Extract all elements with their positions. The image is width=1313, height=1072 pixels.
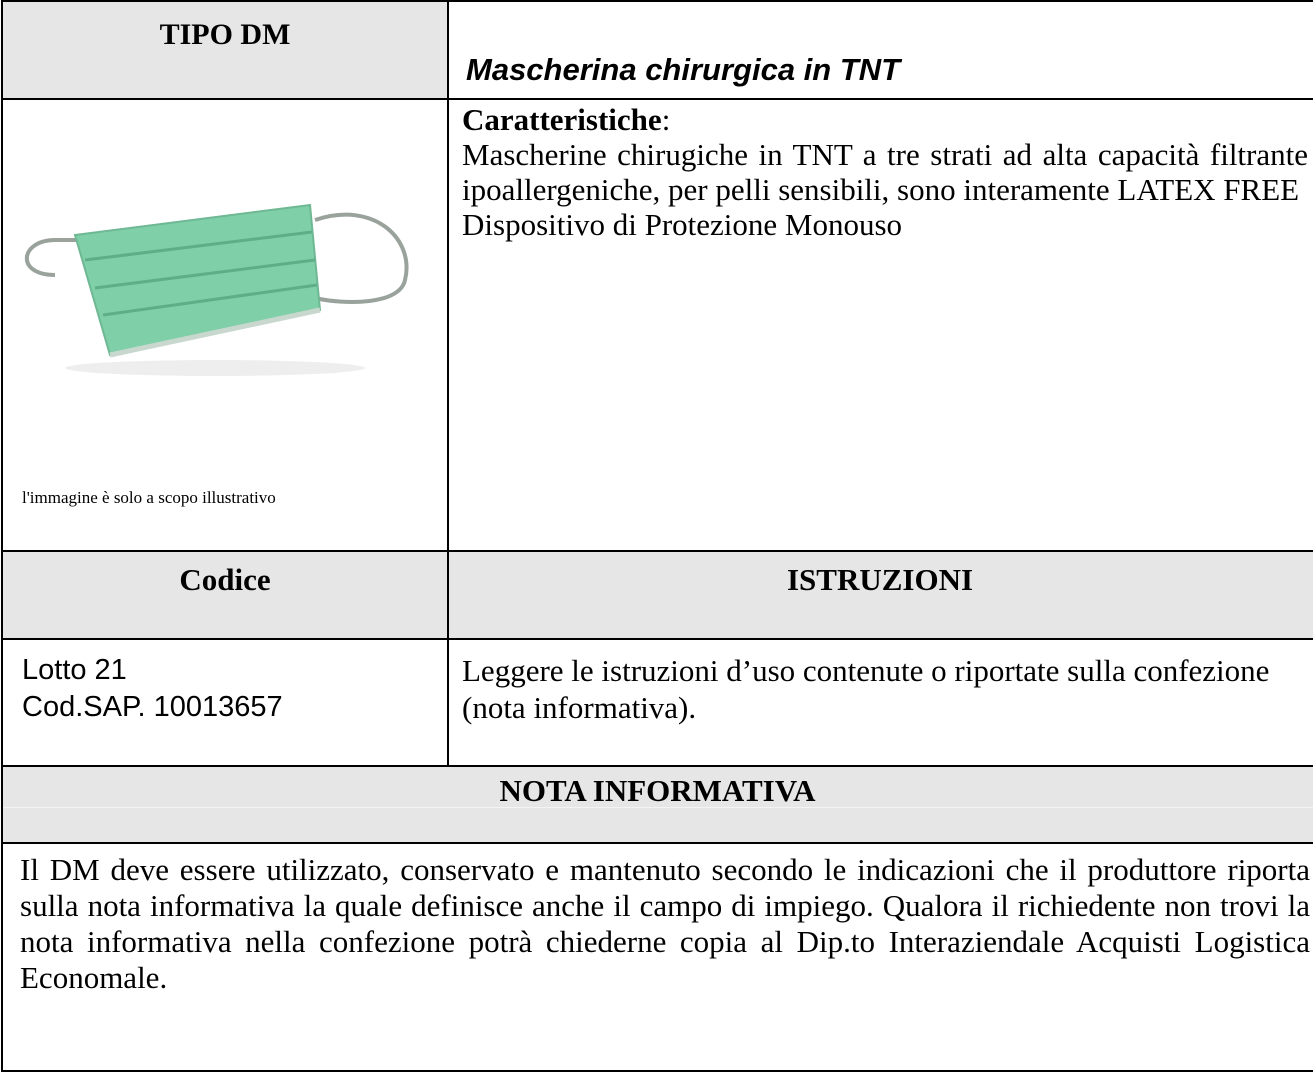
image-caption: l'immagine è solo a scopo illustrativo [22,488,276,507]
features-text: Mascherine chirugiche in TNT a tre strat… [462,137,1308,207]
note-text: Il DM deve essere utilizzato, conservato… [20,852,1310,995]
lot: Lotto 21 [22,654,127,686]
codes-header-right: ISTRUZIONI [786,562,974,597]
features-label-suffix: : [661,102,671,137]
features-note: Dispositivo di Protezione Monouso [462,207,903,242]
codes-header-cell [1,550,449,640]
note-title: NOTA INFORMATIVA [499,773,816,808]
features-label: Caratteristiche [462,102,662,137]
codes: Lotto 21 Cod.SAP. 10013657 [22,652,283,726]
header-cell [447,0,1313,100]
instructions: Leggere le istruzioni d’uso contenute o … [462,653,1270,725]
mask-image [24,203,409,376]
band-line [3,807,1313,808]
sap-code: Cod.SAP. 10013657 [22,691,283,723]
features: Caratteristiche: Mascherine chirugiche i… [462,102,1308,242]
product-name: Mascherina chirurgica in TNT [466,52,901,87]
header-left: TIPO DM [159,18,291,51]
codes-header-cell [447,550,1313,640]
header-cell [1,0,449,100]
codes-header-left: Codice [179,562,271,597]
